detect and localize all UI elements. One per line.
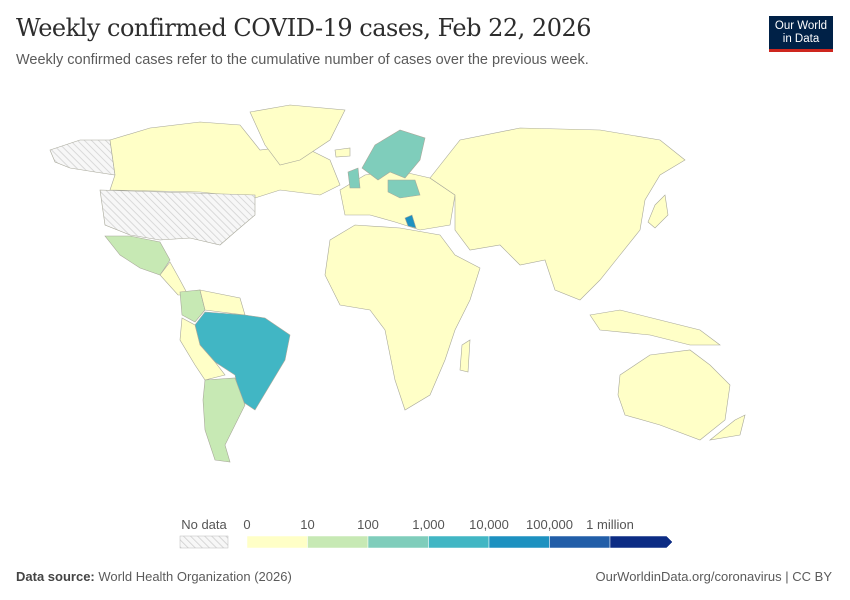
region-japan[interactable] [647,194,669,229]
legend-swatch[interactable] [307,535,369,549]
region-madagascar[interactable] [459,339,471,373]
legend-swatch[interactable] [609,535,673,549]
legend-tick-label: 100,000 [526,517,573,532]
region-asia[interactable] [429,127,686,301]
source-label: Data source: [16,569,95,584]
region-mexico[interactable] [104,235,171,276]
region-scandinavia[interactable] [361,129,426,181]
legend-swatch[interactable] [246,535,308,549]
region-new-zealand[interactable] [708,414,746,441]
region-canada[interactable] [109,121,341,199]
region-argentina-chile[interactable] [202,377,246,463]
chart-title: Weekly confirmed COVID-19 cases, Feb 22,… [16,14,592,42]
legend-tick-label: 0 [243,517,251,532]
region-australia[interactable] [617,349,731,441]
legend-tick-label: 1,000 [412,517,445,532]
legend-tick-label: 10,000 [469,517,509,532]
logo-text: Our World in Data [774,20,828,45]
region-peru-bolivia[interactable] [179,317,226,381]
region-africa[interactable] [324,224,481,411]
legend-no-data-label: No data [181,517,227,532]
region-greece[interactable] [404,214,417,229]
legend-swatch[interactable] [549,535,611,549]
legend-tick-label: 1 million [586,517,634,532]
data-source: Data source: World Health Organization (… [16,569,292,584]
legend-swatch[interactable] [367,535,429,549]
source-text: World Health Organization (2026) [98,569,292,584]
region-alaska[interactable] [49,139,116,176]
legend-tick-label: 10 [300,517,315,532]
legend-tick-label: 100 [357,517,379,532]
legend-swatch[interactable] [488,535,550,549]
region-central-europe[interactable] [387,179,421,199]
region-greenland[interactable] [249,104,346,166]
region-colombia[interactable] [179,289,206,323]
legend-swatch[interactable] [428,535,490,549]
chart-subtitle: Weekly confirmed cases refer to the cumu… [16,52,589,68]
legend-no-data-swatch [179,535,229,549]
region-uk[interactable] [347,167,361,189]
owid-logo[interactable]: Our World in Data [769,16,833,52]
legend-bar [179,535,673,549]
region-venezuela[interactable] [199,289,246,316]
region-iceland[interactable] [334,147,351,158]
footer-link[interactable]: OurWorldinData.org/coronavirus | CC BY [595,569,832,584]
region-indonesia[interactable] [589,309,721,346]
region-usa[interactable] [99,189,256,246]
region-central-america[interactable] [159,261,189,296]
world-map [49,104,746,463]
